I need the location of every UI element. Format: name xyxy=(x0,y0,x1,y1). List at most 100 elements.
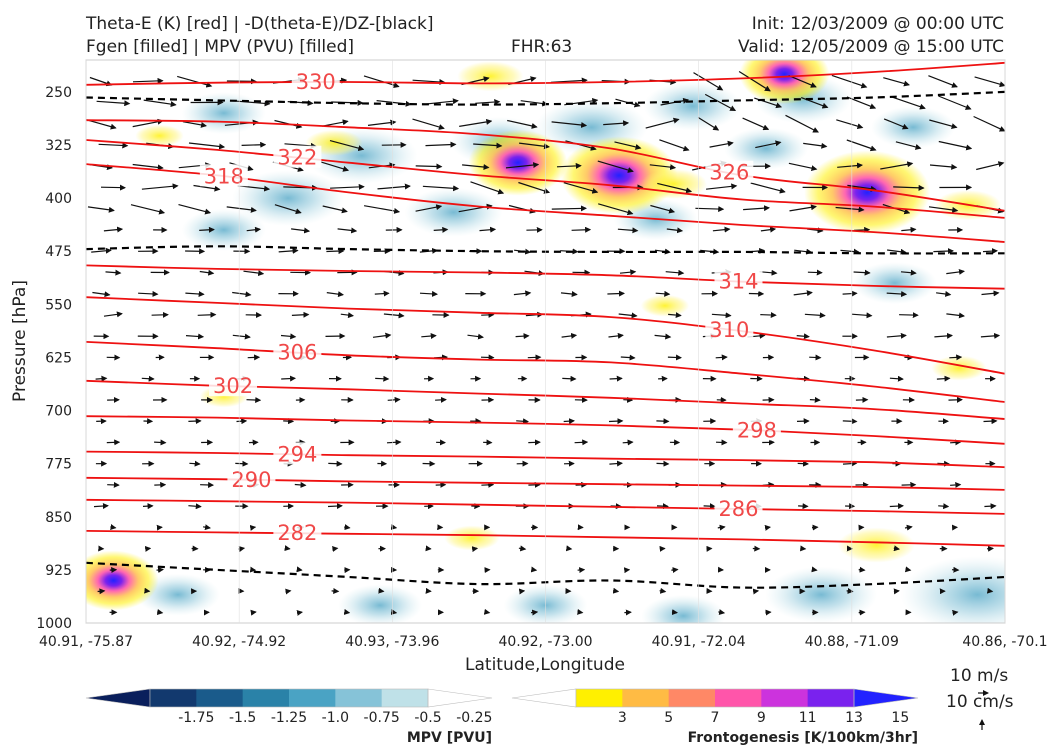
wind-arrow xyxy=(178,204,212,215)
wind-arrow xyxy=(793,290,813,297)
wind-arrow xyxy=(715,354,728,361)
x-tick-label: 40.88, -71.09 xyxy=(805,634,899,650)
colorbar-outline xyxy=(149,688,429,708)
wind-arrow xyxy=(718,609,726,615)
theta-e-contour-label: 294 xyxy=(277,442,317,466)
wind-arrow xyxy=(577,567,586,574)
colorbar-tick-label: 5 xyxy=(664,710,673,726)
wind-arrow xyxy=(608,332,624,339)
colorbar-tick-label: -0.5 xyxy=(414,710,441,726)
colorbar-tick-label: -1.5 xyxy=(229,710,256,726)
colorbar-outline xyxy=(575,688,855,708)
wind-arrow xyxy=(655,290,671,297)
wind-arrow xyxy=(562,375,577,382)
theta-e-contour-label: 318 xyxy=(204,164,244,188)
wind-arrow xyxy=(412,118,445,130)
wind-arrow xyxy=(617,227,639,234)
wind-arrow xyxy=(574,439,589,446)
contour-label-bg xyxy=(705,317,754,340)
wind-arrow xyxy=(96,100,131,107)
wind-arrow xyxy=(274,204,302,215)
colorbar-swatch xyxy=(196,689,244,707)
chart-title-line1: Theta-E (K) [red] | -D(theta-E)/DZ-[blac… xyxy=(86,14,434,34)
wind-arrow xyxy=(95,375,108,382)
wind-arrow xyxy=(980,332,1001,339)
wind-arrow xyxy=(946,268,965,275)
theta-e-contour-label: 298 xyxy=(737,418,777,442)
wind-arrow xyxy=(363,205,401,214)
theta-e-contour-label: 302 xyxy=(213,374,253,398)
wind-arrow xyxy=(433,226,449,233)
wind-arrow xyxy=(291,227,311,234)
wind-arrow xyxy=(291,311,310,318)
mpv-shading xyxy=(765,566,878,623)
wind-arrow xyxy=(904,524,913,531)
wind-arrow xyxy=(387,396,401,403)
wind-arrow xyxy=(321,161,350,172)
wind-arrow xyxy=(518,588,526,595)
mpv-shading xyxy=(181,92,266,135)
wind-arrow xyxy=(671,609,678,616)
wind-arrow xyxy=(340,312,354,319)
y-tick-label: 1000 xyxy=(36,616,72,632)
wind-arrow xyxy=(831,74,868,89)
wind-key-vertical-label: 10 cm/s xyxy=(946,692,1014,712)
mpv-shading xyxy=(643,81,742,131)
wind-arrow xyxy=(154,439,167,446)
wind-arrow xyxy=(836,119,864,130)
contour-label-bg xyxy=(714,269,763,292)
wind-arrow xyxy=(330,183,365,190)
wind-arrow xyxy=(840,248,860,255)
wind-arrow xyxy=(87,206,115,213)
wind-arrow xyxy=(936,290,952,297)
wind-arrow xyxy=(412,78,446,85)
wind-arrow xyxy=(156,567,164,574)
colorbar-tick-label: 3 xyxy=(618,710,627,726)
wind-arrow xyxy=(471,546,479,553)
wind-arrow xyxy=(513,290,532,297)
wind-arrow xyxy=(93,503,109,510)
wind-arrow xyxy=(900,269,917,276)
colorbar-extend-left xyxy=(511,688,577,708)
wind-arrow xyxy=(974,76,1005,88)
wind-arrow xyxy=(934,332,953,339)
wind-arrow xyxy=(473,142,503,149)
wind-arrow xyxy=(895,141,922,150)
wind-arrow xyxy=(470,181,505,195)
wind-arrow xyxy=(241,141,267,148)
wind-arrow xyxy=(657,182,693,194)
contour-label-bg xyxy=(209,374,258,397)
wind-arrow xyxy=(717,524,726,531)
wind-arrow xyxy=(928,75,958,88)
wind-arrow xyxy=(809,354,822,361)
x-tick-label: 40.92, -74.92 xyxy=(192,634,286,650)
wind-arrow xyxy=(386,439,402,446)
wind-arrow xyxy=(237,185,271,192)
wind-arrow xyxy=(929,119,958,129)
wind-arrow xyxy=(197,311,217,318)
wind-arrow xyxy=(97,588,106,595)
mpv-shading xyxy=(181,208,266,251)
chart-title-line2: Fgen [filled] | MPV (PVU) [filled] xyxy=(86,37,355,57)
wind-arrow xyxy=(671,567,679,574)
wind-arrow xyxy=(798,503,809,510)
colorbar-tick-label: -0.25 xyxy=(456,710,492,726)
wind-arrow xyxy=(132,77,164,84)
wind-arrow xyxy=(377,183,411,190)
colorbar-tick-label: -0.75 xyxy=(364,710,400,726)
wind-arrow xyxy=(475,99,501,106)
wind-arrow xyxy=(650,204,676,214)
wind-arrow xyxy=(893,588,900,595)
wind-arrow xyxy=(842,418,858,425)
wind-arrow xyxy=(467,333,484,340)
init-time: Init: 12/03/2009 @ 00:00 UTC xyxy=(751,14,1004,34)
wind-arrow xyxy=(563,418,575,425)
mpv-shading xyxy=(852,262,937,305)
wind-arrow xyxy=(950,439,962,446)
wind-arrow xyxy=(331,588,340,595)
wind-arrow xyxy=(550,77,588,84)
wind-arrow xyxy=(949,354,963,361)
colorbar-swatch xyxy=(576,689,623,707)
frontogenesis-shading xyxy=(837,527,915,563)
wind-arrow xyxy=(130,204,166,215)
